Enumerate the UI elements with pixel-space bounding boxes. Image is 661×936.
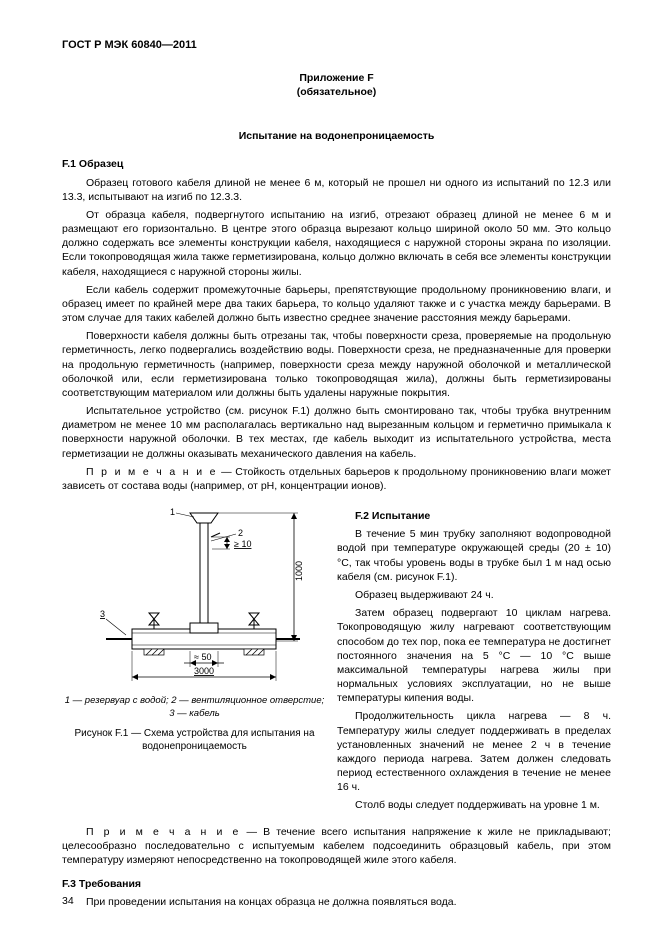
dim-3000: 3000 bbox=[194, 666, 214, 676]
reservoir bbox=[106, 613, 300, 655]
figure-caption: 1 — резервуар с водой; 2 — вентиляционно… bbox=[62, 695, 327, 721]
text: Испытательное устройство (см. рисунок F.… bbox=[62, 404, 611, 461]
dim-top-gap: ≥ 10 bbox=[234, 539, 251, 549]
figure-title: Рисунок F.1 — Схема устройства для испыт… bbox=[62, 727, 327, 754]
fig-label-1: 1 bbox=[170, 507, 175, 517]
text: Продолжительность цикла нагрева — 8 ч. Т… bbox=[337, 709, 611, 794]
fig-label-3: 3 bbox=[100, 609, 105, 619]
section-f2-head: F.2 Испытание bbox=[337, 509, 611, 523]
text: Образец выдерживают 24 ч. bbox=[337, 588, 611, 602]
dim-vertical: 1000 bbox=[294, 561, 304, 581]
text: При проведении испытания на концах образ… bbox=[62, 895, 611, 909]
note-label: П р и м е ч а н и е bbox=[86, 466, 218, 478]
note-label: П р и м е ч а н и е bbox=[86, 826, 240, 838]
section-f3-head: F.3 Требования bbox=[62, 877, 611, 891]
text: Если кабель содержит промежуточные барье… bbox=[62, 283, 611, 326]
fig-label-2: 2 bbox=[238, 528, 243, 538]
figure-f1: 1 2 ≥ 10 1000 bbox=[62, 501, 327, 816]
note: П р и м е ч а н и е — Стойкость отдельны… bbox=[62, 465, 611, 493]
appendix-line2: (обязательное) bbox=[62, 85, 611, 99]
text: Поверхности кабеля должны быть отрезаны … bbox=[62, 329, 611, 400]
page-number: 34 bbox=[62, 894, 74, 908]
dim-50: ≈ 50 bbox=[194, 652, 211, 662]
text: Столб воды следует поддерживать на уровн… bbox=[337, 798, 611, 812]
text: Затем образец подвергают 10 циклам нагре… bbox=[337, 606, 611, 705]
page-title: Испытание на водонепроницаемость bbox=[62, 129, 611, 143]
appendix-header: Приложение F (обязательное) bbox=[62, 71, 611, 99]
text: Образец готового кабеля длиной не менее … bbox=[62, 176, 611, 204]
doc-code: ГОСТ Р МЭК 60840—2011 bbox=[62, 38, 611, 53]
appendix-line1: Приложение F bbox=[62, 71, 611, 85]
text: От образца кабеля, подвергнутого испытан… bbox=[62, 208, 611, 279]
text: В течение 5 мин трубку заполняют водопро… bbox=[337, 527, 611, 584]
section-f1-head: F.1 Образец bbox=[62, 157, 611, 171]
note: П р и м е ч а н и е — В течение всего ис… bbox=[62, 825, 611, 868]
